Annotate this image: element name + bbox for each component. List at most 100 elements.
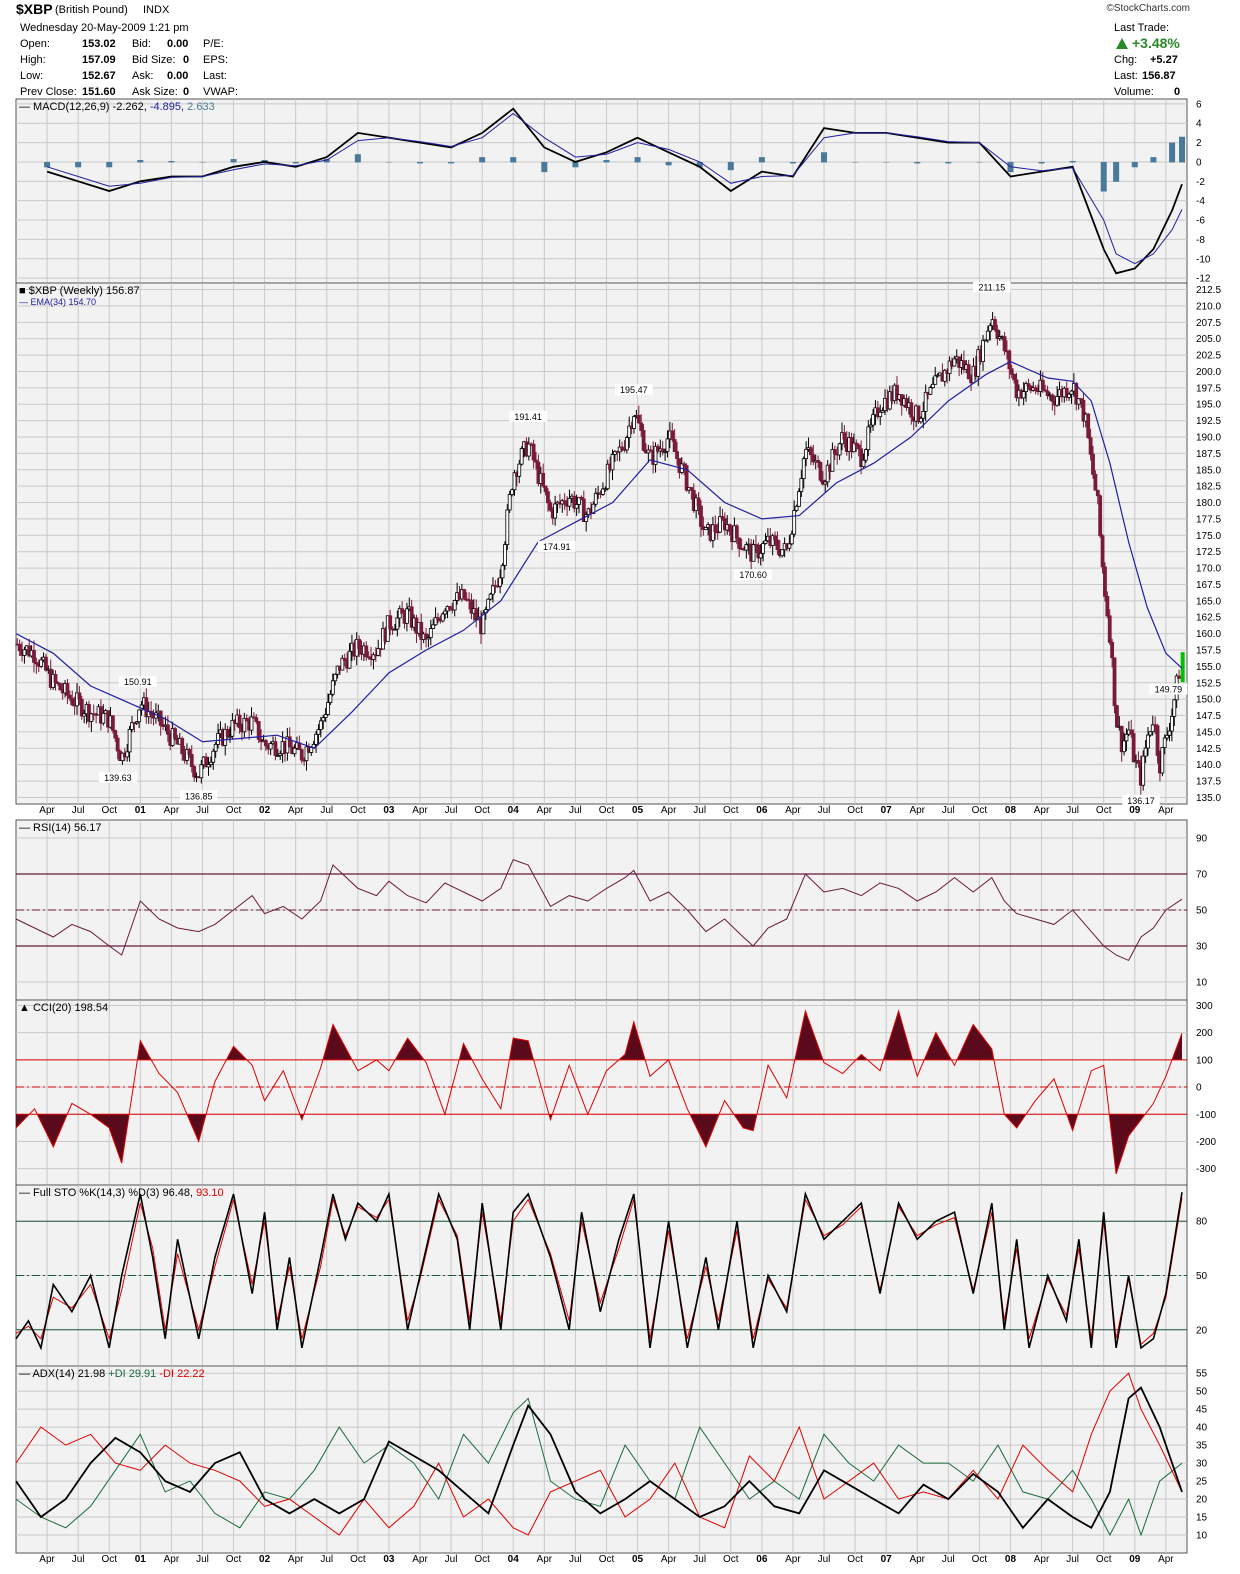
price-annotation: 211.15 — [978, 282, 1005, 292]
price-candle-body — [1069, 390, 1074, 395]
price-candle-body — [393, 628, 397, 631]
price-candle-body — [1040, 379, 1045, 391]
price-candle-body — [663, 451, 667, 453]
adx-pdi-label: +DI — [108, 1368, 128, 1380]
ask-size-value: 0 — [183, 86, 190, 98]
price-candle-body — [675, 451, 679, 459]
x-tick-label: Jul — [72, 1554, 85, 1565]
macd-hist-bar — [1113, 161, 1120, 182]
price-candle-body — [1172, 699, 1177, 717]
price-candle-body — [854, 442, 859, 446]
price-candle-body — [357, 639, 361, 650]
price-candle-body — [110, 715, 115, 731]
price-candle-body — [44, 656, 48, 671]
price-candle-body — [832, 449, 837, 455]
price-candle-body — [101, 712, 106, 724]
price-y-tick-label: 150.0 — [1196, 695, 1221, 706]
price-candle-body — [1095, 489, 1100, 497]
price-candle-body — [534, 459, 538, 463]
price-candle-body — [1162, 737, 1167, 748]
price-candle-body — [636, 414, 641, 424]
price-candle-body — [981, 339, 985, 362]
macd-hist-bar — [727, 161, 734, 171]
price-candle-body — [70, 697, 75, 706]
x-tick-label: Jul — [445, 1554, 458, 1565]
price-annotation-bg — [973, 281, 1011, 293]
macd-hist-bar — [292, 161, 299, 164]
price-candle-body — [1021, 391, 1026, 399]
price-candle-body — [321, 717, 326, 722]
copyright-link[interactable]: ©StockCharts.com — [1106, 3, 1190, 14]
price-candle-body — [299, 749, 304, 761]
price-y-tick-label: 172.5 — [1196, 547, 1221, 558]
price-candle-body — [1136, 760, 1141, 764]
price-candle-body — [1119, 725, 1124, 753]
price-candle-body — [1050, 394, 1055, 402]
price-candle-body — [861, 459, 866, 468]
price-candle-body — [519, 448, 524, 465]
price-y-tick-label: 160.0 — [1196, 629, 1221, 640]
price-candle-body — [761, 543, 766, 554]
sto-k-value: 96.48, — [162, 1187, 196, 1199]
price-candle-body — [330, 680, 335, 695]
price-y-tick-label: 167.5 — [1196, 580, 1221, 591]
x-tick-label: 03 — [383, 805, 395, 816]
price-candle-body — [158, 710, 163, 726]
price-candle-body — [1024, 383, 1028, 392]
price-candle-body — [1148, 731, 1153, 736]
cci-y-tick-label: 200 — [1196, 1028, 1213, 1039]
x-tick-label: Jul — [693, 1554, 706, 1565]
x-tick-label: Apr — [164, 805, 180, 816]
x-tick-label: Oct — [226, 805, 242, 816]
x-tick-label: Apr — [537, 805, 553, 816]
vwap-label: VWAP: — [203, 86, 239, 98]
price-candle-body — [500, 564, 505, 579]
volume-label: Volume: — [1114, 86, 1154, 98]
ema-value: 154.70 — [69, 297, 97, 307]
price-candle-body — [67, 694, 72, 699]
price-candle-body — [866, 426, 871, 451]
price-candle-body — [696, 497, 701, 507]
macd-value: -2.262, — [113, 101, 150, 113]
price-candle-body — [452, 600, 457, 611]
price-candle-body — [546, 491, 550, 504]
cci-y-tick-label: 0 — [1196, 1083, 1202, 1094]
price-annotation: 174.91 — [543, 542, 571, 552]
price-candle-body — [923, 391, 928, 412]
up-arrow-icon — [1116, 38, 1128, 49]
macd-hist-bar — [789, 161, 796, 164]
price-candle-body — [1067, 393, 1071, 398]
price-candle-body — [211, 750, 216, 763]
price-candle-body — [921, 411, 926, 419]
x-tick-label: 09 — [1129, 1554, 1141, 1565]
price-candle-body — [856, 444, 861, 450]
rsi-panel — [15, 819, 1188, 1001]
price-candle-body — [424, 633, 428, 640]
macd-hist-bar — [821, 152, 828, 163]
price-candle-body — [995, 329, 1000, 339]
macd-y-tick-label: -2 — [1196, 177, 1205, 188]
sto-title: — Full STO %K(14,3) %D(3) 96.48, 93.10 — [19, 1187, 224, 1199]
x-tick-label: 02 — [259, 1554, 271, 1565]
price-candle-body — [880, 410, 885, 413]
bid-label: Bid: — [132, 38, 151, 50]
price-candle-body — [763, 540, 768, 544]
x-tick-label: 09 — [1129, 805, 1141, 816]
price-candle-body — [268, 743, 273, 750]
price-candle-body — [486, 598, 491, 610]
price-candle-body — [1141, 755, 1146, 786]
x-tick-label: Jul — [818, 1554, 831, 1565]
price-candle-body — [930, 383, 935, 388]
x-tick-label: Oct — [226, 1554, 242, 1565]
x-tick-label: Jul — [320, 1554, 333, 1565]
x-tick-label: 03 — [383, 1554, 395, 1565]
macd-hist-bar — [1038, 161, 1045, 164]
price-y-tick-label: 212.5 — [1196, 285, 1221, 296]
macd-hist-bar — [385, 161, 392, 163]
price-y-tick-label: 145.0 — [1196, 727, 1221, 738]
price-candle-body — [804, 448, 809, 460]
x-tick-label: Jul — [942, 805, 955, 816]
cci-value: 198.54 — [75, 1002, 109, 1014]
x-tick-label: 08 — [1005, 805, 1017, 816]
cci-y-tick-label: -100 — [1196, 1110, 1216, 1121]
